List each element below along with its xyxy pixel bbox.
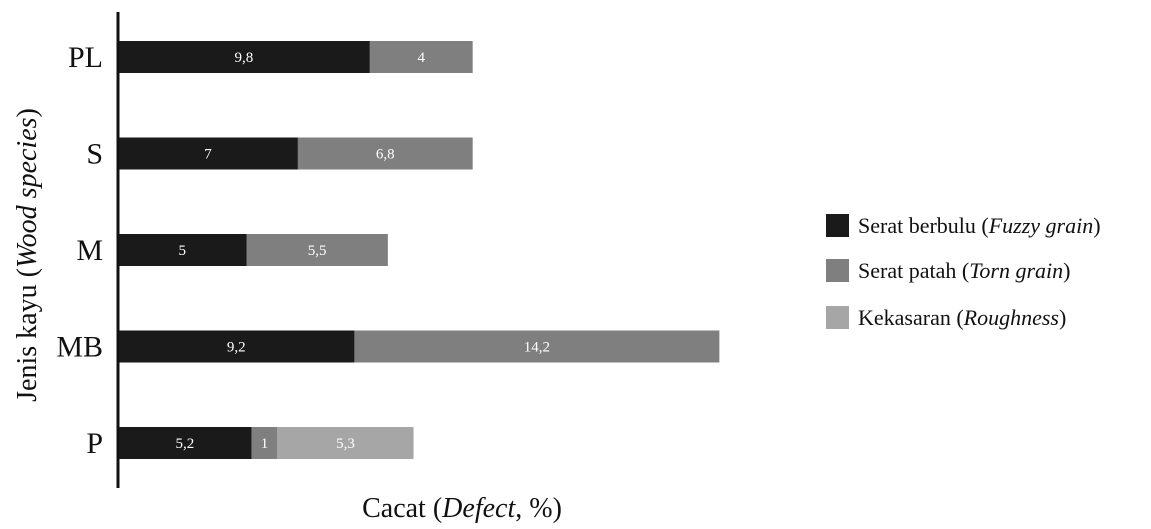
legend-swatch-fuzzy-grain	[826, 214, 849, 237]
legend-item-fuzzy-grain: Serat berbulu (Fuzzy grain)	[826, 213, 1101, 238]
bar-s-torn-grain	[297, 137, 473, 170]
category-label-p: P	[86, 427, 103, 460]
bar-p-roughness	[277, 427, 414, 459]
x-axis-title-main: Cacat	[362, 493, 426, 524]
y-axis-title-close: )	[12, 108, 43, 117]
bars-group: 9,8 4 7 6,8 5 5,5 9,2 14,2 5,2 1 5,3	[118, 41, 720, 459]
x-axis-title-close: )	[553, 493, 562, 524]
legend-label-torn-grain: Serat patah (Torn grain)	[858, 258, 1070, 283]
bar-mb-fuzzy-grain	[118, 330, 355, 363]
bar-pl-torn-grain	[369, 41, 473, 73]
legend-label-roughness-main: Kekasaran	[858, 305, 951, 330]
bar-m-fuzzy-grain	[118, 234, 247, 266]
y-axis-title: Jenis kayu (Wood species)	[12, 108, 43, 402]
y-axis-title-main: Jenis kayu	[12, 284, 43, 401]
data-label-pl-torn-grain: 4	[418, 50, 426, 66]
legend-label-torn-grain-italic: Torn grain	[969, 258, 1063, 283]
legend-label-torn-grain-main: Serat patah	[858, 258, 956, 283]
data-label-p-fuzzy-grain: 5,2	[175, 436, 194, 452]
x-axis-title-open: (	[426, 493, 442, 524]
bar-m-torn-grain	[246, 234, 388, 266]
bar-s-fuzzy-grain	[118, 137, 298, 170]
legend-label-roughness-open: (	[951, 305, 964, 330]
y-axis-title-open: (	[12, 268, 43, 284]
bar-p-fuzzy-grain	[118, 427, 252, 459]
legend-label-torn-grain-open: (	[956, 258, 969, 283]
data-label-m-torn-grain: 5,5	[308, 243, 327, 259]
bar-mb-torn-grain	[354, 330, 720, 363]
legend-item-torn-grain: Serat patah (Torn grain)	[826, 258, 1070, 283]
data-label-m-fuzzy-grain: 5	[179, 243, 187, 259]
data-label-p-roughness: 5,3	[336, 436, 355, 452]
legend-label-roughness: Kekasaran (Roughness)	[858, 305, 1066, 330]
data-label-mb-torn-grain: 14,2	[524, 340, 550, 356]
legend-label-torn-grain-close: )	[1063, 258, 1070, 283]
category-label-m: M	[76, 234, 103, 267]
category-labels: PL S M MB P	[56, 41, 103, 460]
legend-label-roughness-italic: Roughness	[963, 305, 1059, 330]
data-label-pl-fuzzy-grain: 9,8	[235, 50, 254, 66]
y-axis-title-italic: Wood species	[12, 117, 43, 268]
legend-label-fuzzy-grain-close: )	[1093, 213, 1100, 238]
x-axis-title: Cacat (Defect, %)	[362, 493, 562, 524]
category-label-mb: MB	[56, 331, 103, 364]
x-axis-title-suffix: , %	[515, 493, 552, 524]
legend-label-roughness-close: )	[1059, 305, 1066, 330]
category-label-pl: PL	[68, 41, 103, 74]
legend-label-fuzzy-grain-main: Serat berbulu	[858, 213, 976, 238]
legend-label-fuzzy-grain: Serat berbulu (Fuzzy grain)	[858, 213, 1101, 238]
legend-swatch-roughness	[826, 306, 849, 329]
data-label-s-fuzzy-grain: 7	[204, 147, 212, 163]
x-axis-title-italic: Defect	[441, 493, 516, 524]
data-label-p-torn-grain: 1	[261, 436, 269, 452]
legend: Serat berbulu (Fuzzy grain) Serat patah …	[826, 213, 1101, 330]
category-label-s: S	[86, 138, 103, 171]
data-label-mb-fuzzy-grain: 9,2	[227, 340, 246, 356]
data-label-s-torn-grain: 6,8	[376, 147, 395, 163]
legend-label-fuzzy-grain-italic: Fuzzy grain	[988, 213, 1094, 238]
bar-p-torn-grain	[251, 427, 278, 459]
legend-swatch-torn-grain	[826, 259, 849, 282]
legend-item-roughness: Kekasaran (Roughness)	[826, 305, 1066, 330]
bar-pl-fuzzy-grain	[118, 41, 370, 73]
legend-label-fuzzy-grain-open: (	[976, 213, 989, 238]
